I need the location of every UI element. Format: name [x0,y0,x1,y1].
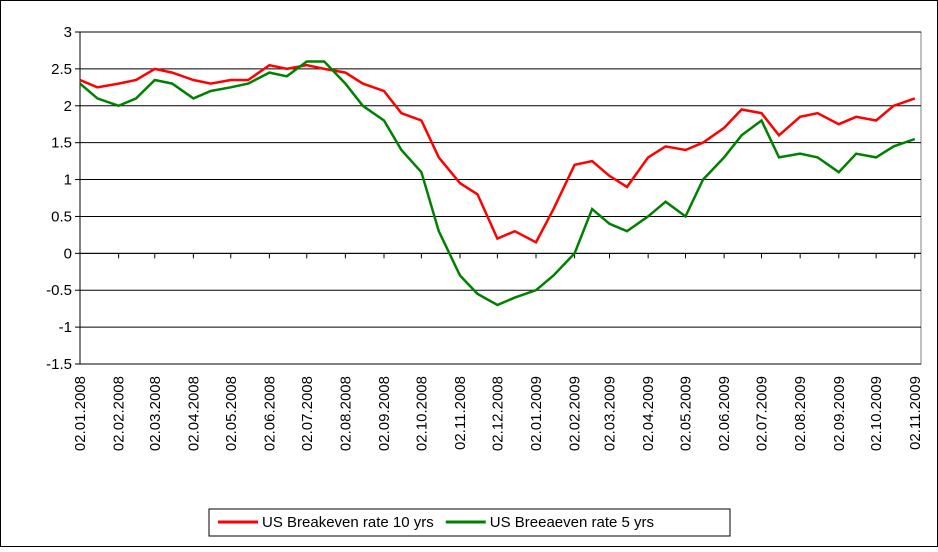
x-tick-label: 02.11.2008 [452,376,469,450]
x-tick-label: 02.08.2009 [792,376,809,451]
y-tick-label: 1.5 [51,135,72,152]
x-tick-label: 02.01.2009 [528,376,545,451]
x-tick-label: 02.02.2009 [567,376,584,451]
y-tick-label: -0.5 [46,282,72,299]
x-tick-label: 02.11.2009 [907,376,924,450]
legend-label: US Breakeven rate 10 yrs [262,514,434,531]
x-tick-label: 02.02.2008 [111,376,128,451]
x-tick-label: 02.03.2008 [147,376,164,451]
x-tick-label: 02.04.2009 [640,376,657,451]
series-line [79,63,916,244]
x-tick-label: 02.05.2008 [223,376,240,451]
y-tick-label: -1.5 [46,356,72,373]
x-tick-label: 02.05.2009 [678,376,695,451]
y-tick-label: 2.5 [51,61,72,78]
x-tick-label: 02.09.2009 [831,376,848,451]
y-tick-label: 0.5 [51,208,72,225]
x-tick-label: 02.10.2008 [413,376,430,451]
x-tick-label: 02.10.2009 [868,376,885,451]
y-tick-label: -1 [59,319,72,336]
x-tick-label: 02.12.2008 [489,376,506,451]
x-tick-label: 02.04.2008 [185,376,202,451]
x-tick-label: 02.07.2009 [754,376,771,451]
legend-label: US Breeaeven rate 5 yrs [490,514,654,531]
series-line [79,60,916,307]
y-tick-label: 0 [64,245,72,262]
x-tick-label: 02.01.2008 [72,376,89,451]
x-tick-label: 02.08.2008 [337,376,354,451]
y-tick-label: 3 [64,24,72,41]
y-tick-label: 2 [64,98,72,115]
x-tick-label: 02.07.2008 [299,376,316,451]
y-tick-label: 1 [64,172,72,189]
x-tick-label: 02.09.2008 [376,376,393,451]
x-tick-label: 02.06.2009 [716,376,733,451]
plot-area [79,31,922,365]
x-tick-label: 02.03.2009 [602,376,619,451]
x-tick-label: 02.06.2008 [261,376,278,451]
